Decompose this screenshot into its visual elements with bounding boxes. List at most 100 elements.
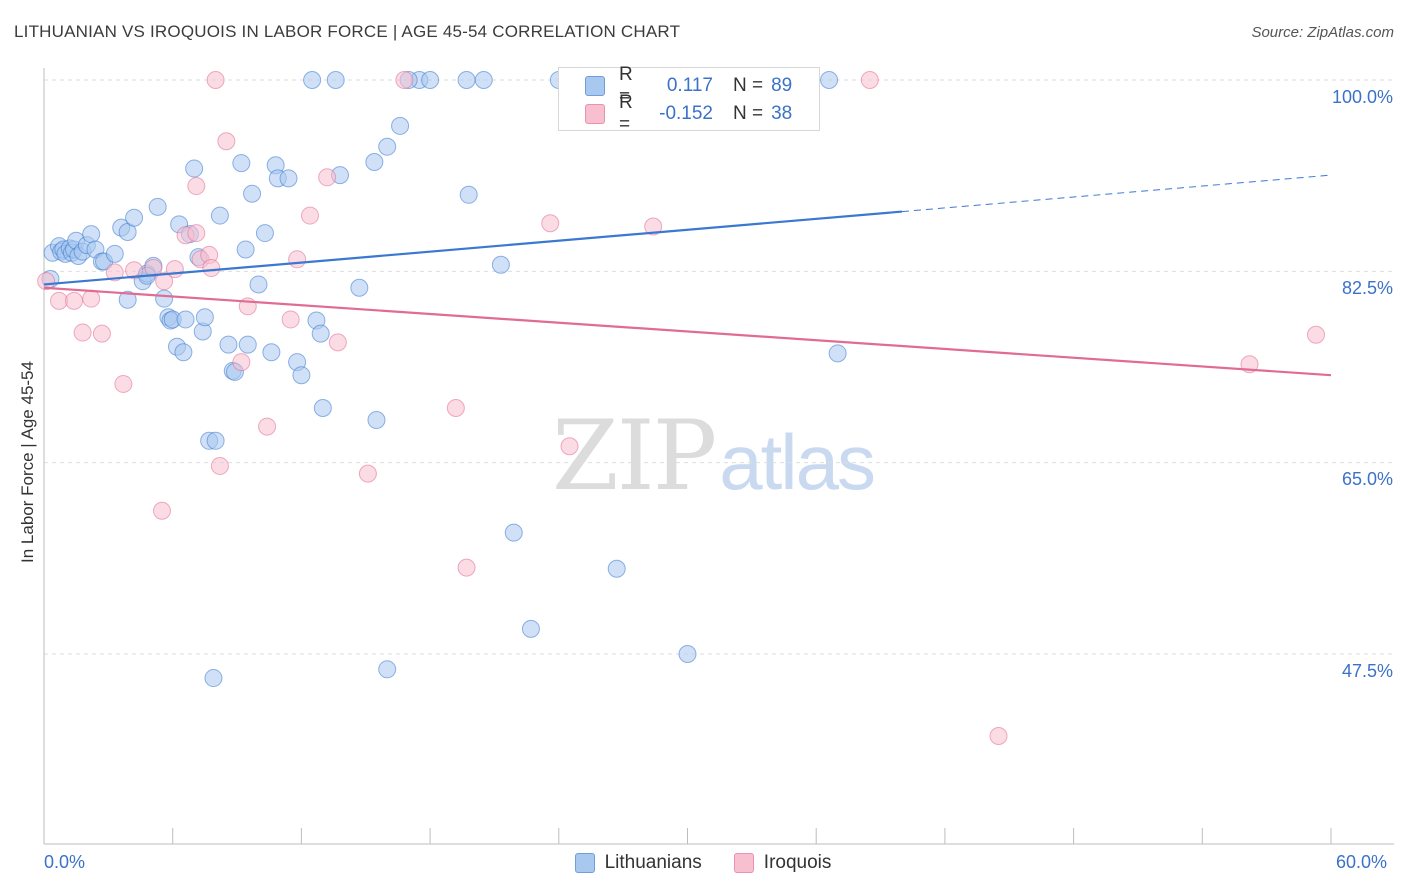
point-iroquois-22 [232,353,251,372]
y-tick-label-100: 100.0% [1331,87,1393,107]
point-lithuanians-57 [292,366,311,385]
legend-row-lithuanians: R = 0.117 N = 89 [585,64,793,107]
points-layer [37,71,1325,745]
point-lithuanians-32 [174,343,193,362]
point-lithuanians-51 [255,224,274,243]
point-iroquois-24 [258,417,277,436]
point-iroquois-21 [217,132,236,151]
point-lithuanians-52 [262,343,281,362]
legend-swatch-lithuanians [585,76,605,96]
point-lithuanians-87 [303,71,322,89]
point-lithuanians-55 [279,169,298,188]
point-iroquois-37 [860,71,879,89]
point-lithuanians-47 [236,240,255,259]
legend-r-label: R = [619,64,633,107]
point-lithuanians-76 [521,619,540,638]
point-lithuanians-66 [378,137,397,156]
trendline-lithuanians [43,210,903,286]
point-lithuanians-41 [210,206,229,225]
point-iroquois-40 [1306,325,1325,344]
point-lithuanians-40 [206,431,225,450]
point-iroquois-18 [202,259,221,278]
series-swatch-iroquois [733,853,754,873]
source-label: Source: ZipAtlas.com [1251,24,1394,41]
point-lithuanians-48 [238,335,257,354]
point-iroquois-32 [446,399,465,417]
watermark-zip: ZIP [552,400,717,512]
point-iroquois-8 [125,261,144,280]
point-lithuanians-19 [125,208,144,227]
point-iroquois-0 [37,272,56,291]
series-legend-iroquois: Iroquois [733,852,831,874]
watermark-atlas: atlas [719,418,876,506]
point-lithuanians-25 [148,197,167,216]
point-iroquois-12 [165,260,184,279]
point-lithuanians-16 [105,244,124,263]
point-iroquois-5 [92,324,111,343]
point-lithuanians-42 [204,669,223,688]
legend-row-iroquois: R = -0.152 N = 38 [585,92,792,135]
point-lithuanians-61 [326,71,345,89]
point-iroquois-30 [358,464,377,483]
point-lithuanians-35 [185,159,204,178]
legend-swatch-iroquois [585,104,605,124]
point-iroquois-28 [318,168,337,187]
series-legend-lithuanians: Lithuanians [574,852,702,874]
series-swatch-lithuanians [574,853,595,873]
point-iroquois-27 [300,206,319,225]
x-tick-label-max: 60.0% [1336,852,1388,872]
point-iroquois-35 [560,437,579,456]
y-axis-label: In Labor Force | Age 45-54 [18,361,37,563]
point-iroquois-26 [288,250,307,269]
legend-r-label: R = [619,92,633,135]
legend-n-value: 89 [771,75,793,96]
point-iroquois-3 [73,323,92,342]
point-lithuanians-75 [504,523,523,542]
point-iroquois-19 [206,71,225,89]
axis-layer [43,68,1394,845]
point-lithuanians-80 [678,645,697,663]
legend-n-label: N = [733,103,764,124]
chart-title: LITHUANIAN VS IROQUOIS IN LABOR FORCE | … [14,22,681,41]
trendline-iroquois [43,286,1332,377]
x-tick-label-min: 0.0% [44,852,86,872]
y-tick-label-65: 65.0% [1341,469,1393,489]
legend-n-label: N = [733,75,764,96]
point-lithuanians-84 [820,71,839,89]
point-lithuanians-12 [82,225,101,244]
series-legend: Lithuanians Iroquois [0,852,1406,874]
legend-r-value: 0.117 [666,75,713,96]
y-tick-label-47-5: 47.5% [1341,661,1393,681]
series-label-lithuanians: Lithuanians [604,852,702,873]
point-lithuanians-85 [828,344,847,363]
point-lithuanians-43 [219,335,238,354]
point-iroquois-34 [541,214,560,233]
point-lithuanians-59 [311,324,330,343]
point-lithuanians-65 [367,411,386,430]
point-lithuanians-67 [391,116,410,135]
point-iroquois-38 [989,727,1008,745]
point-lithuanians-46 [232,154,251,173]
point-lithuanians-38 [195,308,214,327]
point-lithuanians-33 [176,310,195,329]
point-iroquois-36 [644,217,663,236]
point-lithuanians-26 [155,289,174,308]
point-lithuanians-74 [491,255,510,274]
point-lithuanians-64 [365,153,384,171]
y-tick-label-82-5: 82.5% [1341,278,1393,298]
point-lithuanians-70 [421,71,440,89]
point-lithuanians-63 [350,278,369,297]
correlation-legend: R = 0.117 N = 89 R = -0.152 N = 38 [558,64,820,135]
point-lithuanians-73 [459,185,478,204]
point-iroquois-29 [328,333,347,352]
point-iroquois-9 [144,259,163,278]
point-iroquois-14 [187,177,206,196]
trend-layer [43,174,1332,377]
point-lithuanians-72 [474,71,493,89]
legend-r-value: -0.152 [659,103,713,124]
point-lithuanians-20 [118,290,137,309]
point-iroquois-1 [50,291,69,310]
point-iroquois-6 [105,263,124,282]
point-lithuanians-50 [249,275,268,294]
point-iroquois-31 [395,71,414,89]
